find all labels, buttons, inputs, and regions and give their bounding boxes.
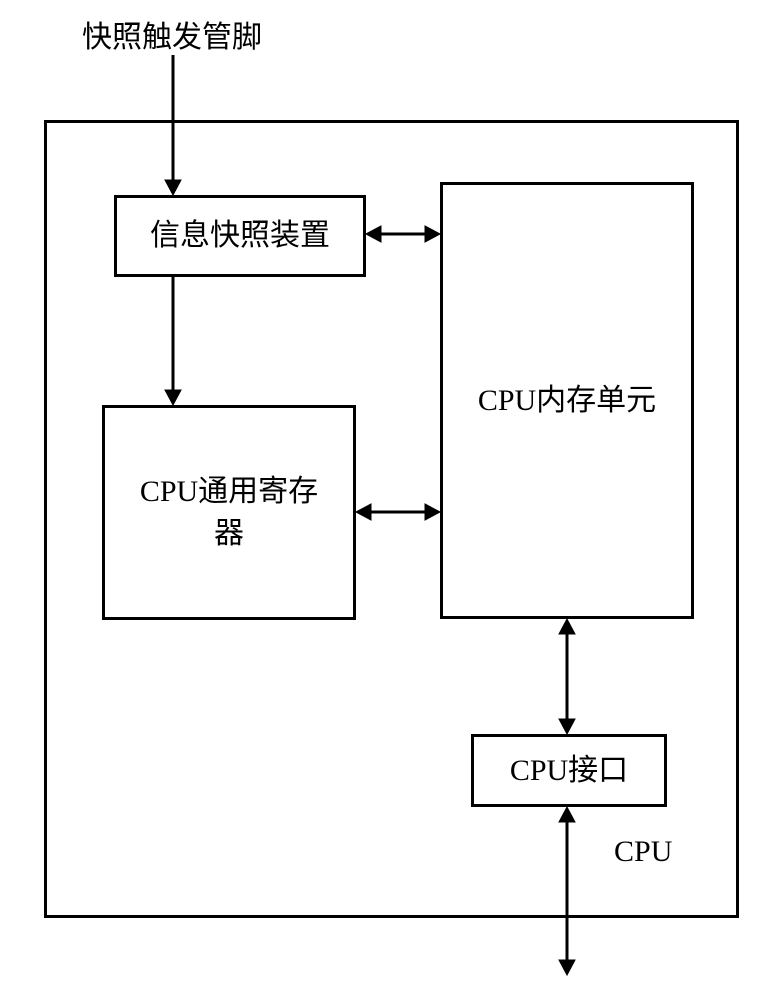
arrow-trigger-to-snapshot <box>165 55 181 195</box>
arrow-memory-to-interface <box>559 619 575 734</box>
arrow-register-to-memory <box>356 504 440 520</box>
arrows-layer <box>0 0 776 1000</box>
cpu-architecture-diagram: 快照触发管脚 CPU 信息快照装置 CPU通用寄存 器 CPU内存单元 CPU接… <box>0 0 776 1000</box>
arrow-snapshot-to-memory <box>366 226 440 242</box>
arrow-snapshot-to-register <box>165 277 181 405</box>
arrow-interface-to-out <box>559 807 575 975</box>
